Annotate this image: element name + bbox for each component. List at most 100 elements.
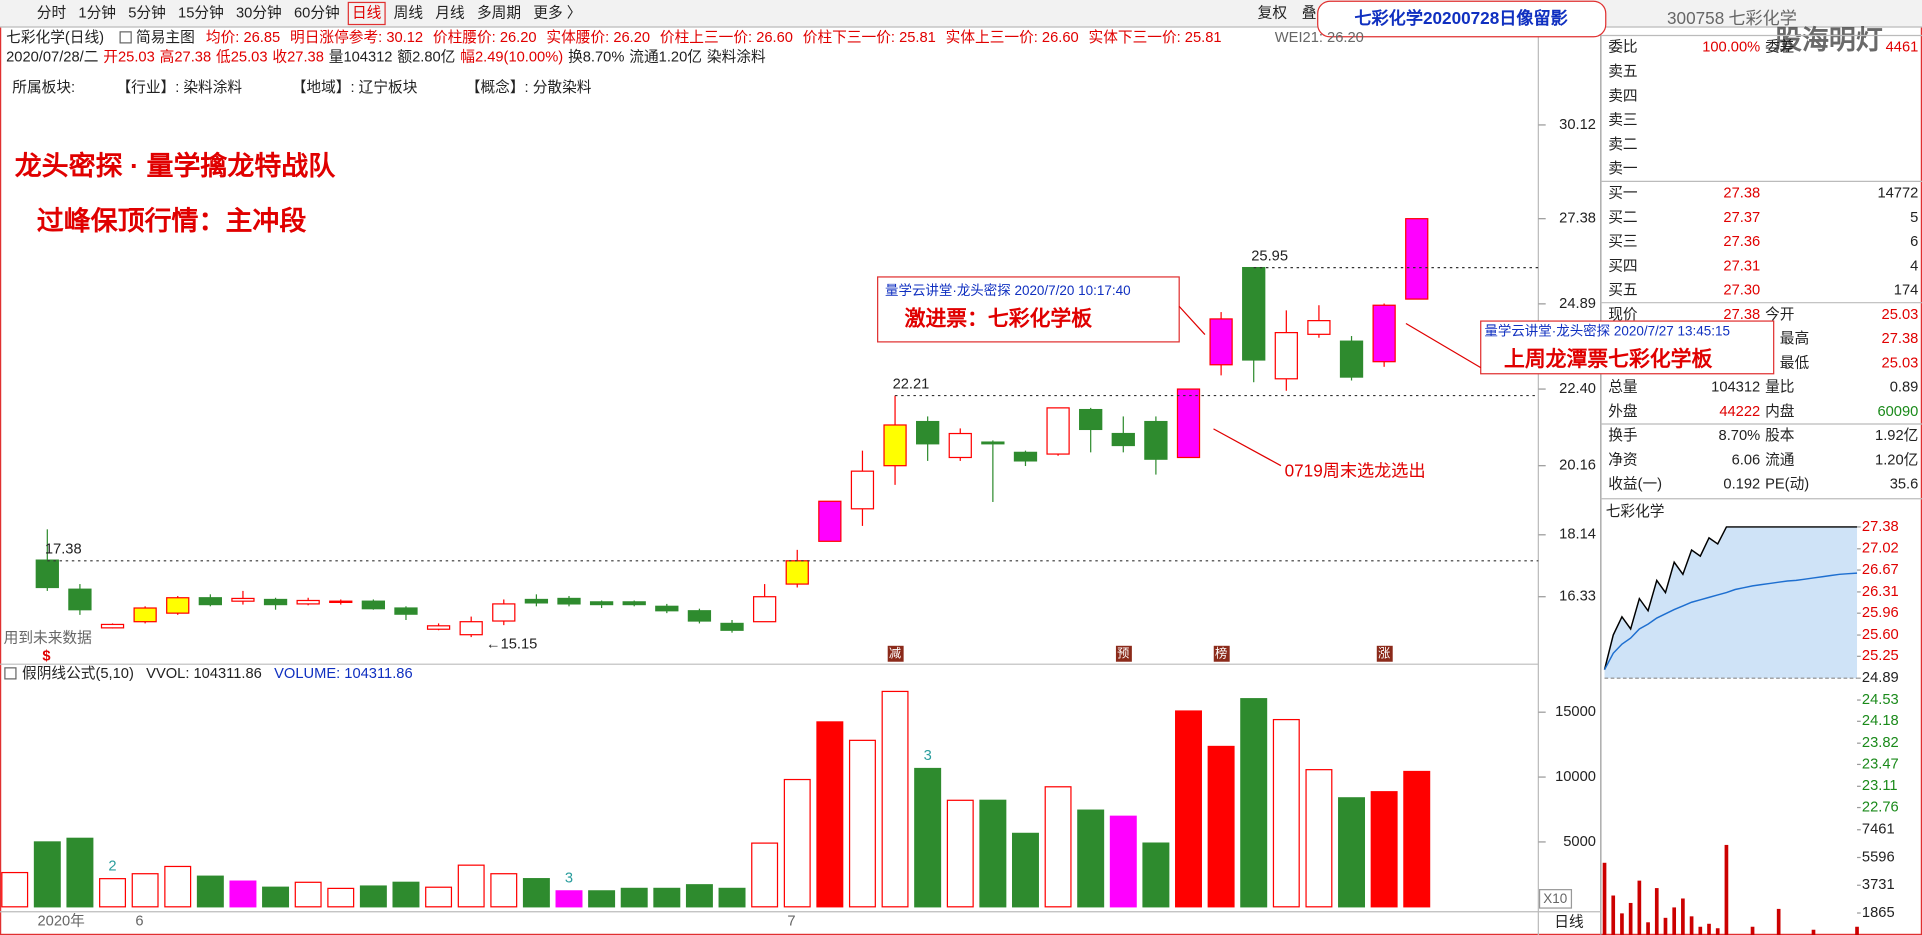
period-tab[interactable]: 周线 <box>394 4 424 21</box>
callout-source: 量学云讲堂·龙头密探 2020/7/20 10:17:40 <box>885 282 1131 298</box>
y-tick-label: 3731 <box>1862 877 1895 893</box>
volume-bar <box>1750 926 1755 935</box>
candle-body <box>752 596 777 623</box>
period-tab[interactable]: 分时 <box>37 4 67 21</box>
y-tick-label: 5596 <box>1862 849 1895 865</box>
candle-body <box>524 598 549 604</box>
y-tick-label: 7461 <box>1862 822 1895 838</box>
bar-date: 2020/07/28/二 <box>6 49 98 65</box>
quote-label: 现价 <box>1608 307 1638 323</box>
period-tab[interactable]: 多周期 <box>477 4 521 21</box>
quote-value: 25.03 <box>1882 307 1919 323</box>
bar-note: 2 <box>108 858 116 874</box>
y-tick-label: 26.67 <box>1862 562 1899 578</box>
quote-label: 最高 <box>1780 330 1809 347</box>
peak-label: 25.95 <box>1251 248 1288 264</box>
period-tab[interactable]: 30分钟 <box>236 4 282 21</box>
callout-text: 上周龙潭票七彩化学板 <box>1504 347 1712 371</box>
quote-value: 35.6 <box>1890 477 1919 493</box>
intraday-line <box>1603 572 1858 671</box>
volume-bar <box>653 887 681 908</box>
candle-body <box>981 441 1005 445</box>
volume-bar <box>783 778 811 908</box>
bar-field: 染料涂料 <box>707 48 766 65</box>
date-label: 6 <box>135 913 143 929</box>
indicator-value: 实体下三一价: 25.81 <box>1089 29 1222 46</box>
candle-body <box>655 605 679 612</box>
peak-label: 22.21 <box>893 376 930 392</box>
volume-bar <box>1637 880 1642 935</box>
quote-value: 100.00% <box>1702 40 1760 56</box>
y-tick-label: 25.25 <box>1862 648 1899 664</box>
ask-label: 卖三 <box>1608 112 1637 129</box>
volume-bar <box>685 884 713 908</box>
quote-label: 量比 <box>1765 379 1794 396</box>
volume-bar <box>490 873 518 908</box>
ask-label: 卖二 <box>1608 136 1637 153</box>
period-tab[interactable]: 15分钟 <box>178 4 224 21</box>
volume-bar <box>1663 917 1668 935</box>
callout-box <box>877 276 1180 343</box>
quote-value: 0.192 <box>1723 477 1760 493</box>
period-tab[interactable]: 更多 〉 <box>533 4 581 21</box>
y-tick-label: 22.40 <box>1559 381 1596 397</box>
volume-bar <box>1715 928 1720 935</box>
y-tick-label: 27.38 <box>1559 211 1596 227</box>
volume-bar <box>196 875 224 908</box>
volume-bar <box>131 873 159 908</box>
signal-label: 涨 <box>1378 646 1390 661</box>
indicator-value: 明日涨停参考: 30.12 <box>290 29 423 46</box>
bid-label: 买二 <box>1608 209 1637 226</box>
period-tab[interactable]: 5分钟 <box>128 4 166 21</box>
volume-bar <box>229 880 257 908</box>
quote-value: 6.06 <box>1732 452 1761 468</box>
bid-label: 买一 <box>1608 185 1638 202</box>
peak-label: 17.38 <box>45 542 82 558</box>
volume-bar <box>164 865 192 908</box>
period-tab[interactable]: 日线 <box>352 4 382 21</box>
volume-bar <box>1109 815 1137 908</box>
candle-body <box>68 588 92 611</box>
quote-value: 44222 <box>1719 404 1760 420</box>
indicator-value: 实体上三一价: 26.60 <box>946 29 1079 46</box>
volume-bar <box>1776 908 1781 935</box>
volume-bar <box>1602 862 1607 935</box>
candle-body <box>1013 451 1038 462</box>
volume-bar <box>1044 786 1072 908</box>
sector-tag: 【行业】: 染料涂料 <box>116 79 242 96</box>
volume-bar <box>33 841 61 908</box>
ask-label: 卖一 <box>1608 160 1638 177</box>
bid-price: 27.36 <box>1723 234 1760 250</box>
period-tab[interactable]: 月线 <box>435 4 465 21</box>
y-tick-label: 25.60 <box>1862 627 1899 643</box>
candle-body <box>720 622 744 631</box>
candle-body <box>818 500 842 542</box>
period-tab[interactable]: 60分钟 <box>294 4 340 21</box>
volume-bar <box>1403 770 1431 908</box>
quote-value: 27.38 <box>1723 307 1760 323</box>
bar-field: 量104312 <box>329 49 393 65</box>
bid-label: 买五 <box>1608 282 1637 299</box>
quote-label: 换手 <box>1608 427 1637 444</box>
y-tick-label: 23.82 <box>1862 735 1899 751</box>
bar-note: 3 <box>924 748 932 764</box>
period-tab[interactable]: 1分钟 <box>78 4 116 21</box>
watermark: 股海明灯 <box>1775 25 1883 55</box>
y-tick-label: 24.53 <box>1862 692 1899 708</box>
candle-body <box>361 600 386 610</box>
active-tab-box <box>347 1 386 26</box>
candle-body <box>622 601 646 606</box>
volume-bar <box>1811 929 1816 935</box>
intraday-line <box>1603 526 1858 670</box>
toolbar <box>0 0 1922 27</box>
candle-body <box>198 597 222 606</box>
quote-label: 外盘 <box>1608 402 1638 420</box>
quote-value: 1.92亿 <box>1875 427 1918 444</box>
volume-bar <box>816 721 844 908</box>
y-tick-label: 18.14 <box>1559 527 1596 543</box>
y-tick-label: 27.02 <box>1862 541 1899 557</box>
volume-bar <box>881 690 909 908</box>
candle-body <box>785 560 809 585</box>
candle-body <box>459 621 483 636</box>
volume-bar <box>1654 888 1659 935</box>
